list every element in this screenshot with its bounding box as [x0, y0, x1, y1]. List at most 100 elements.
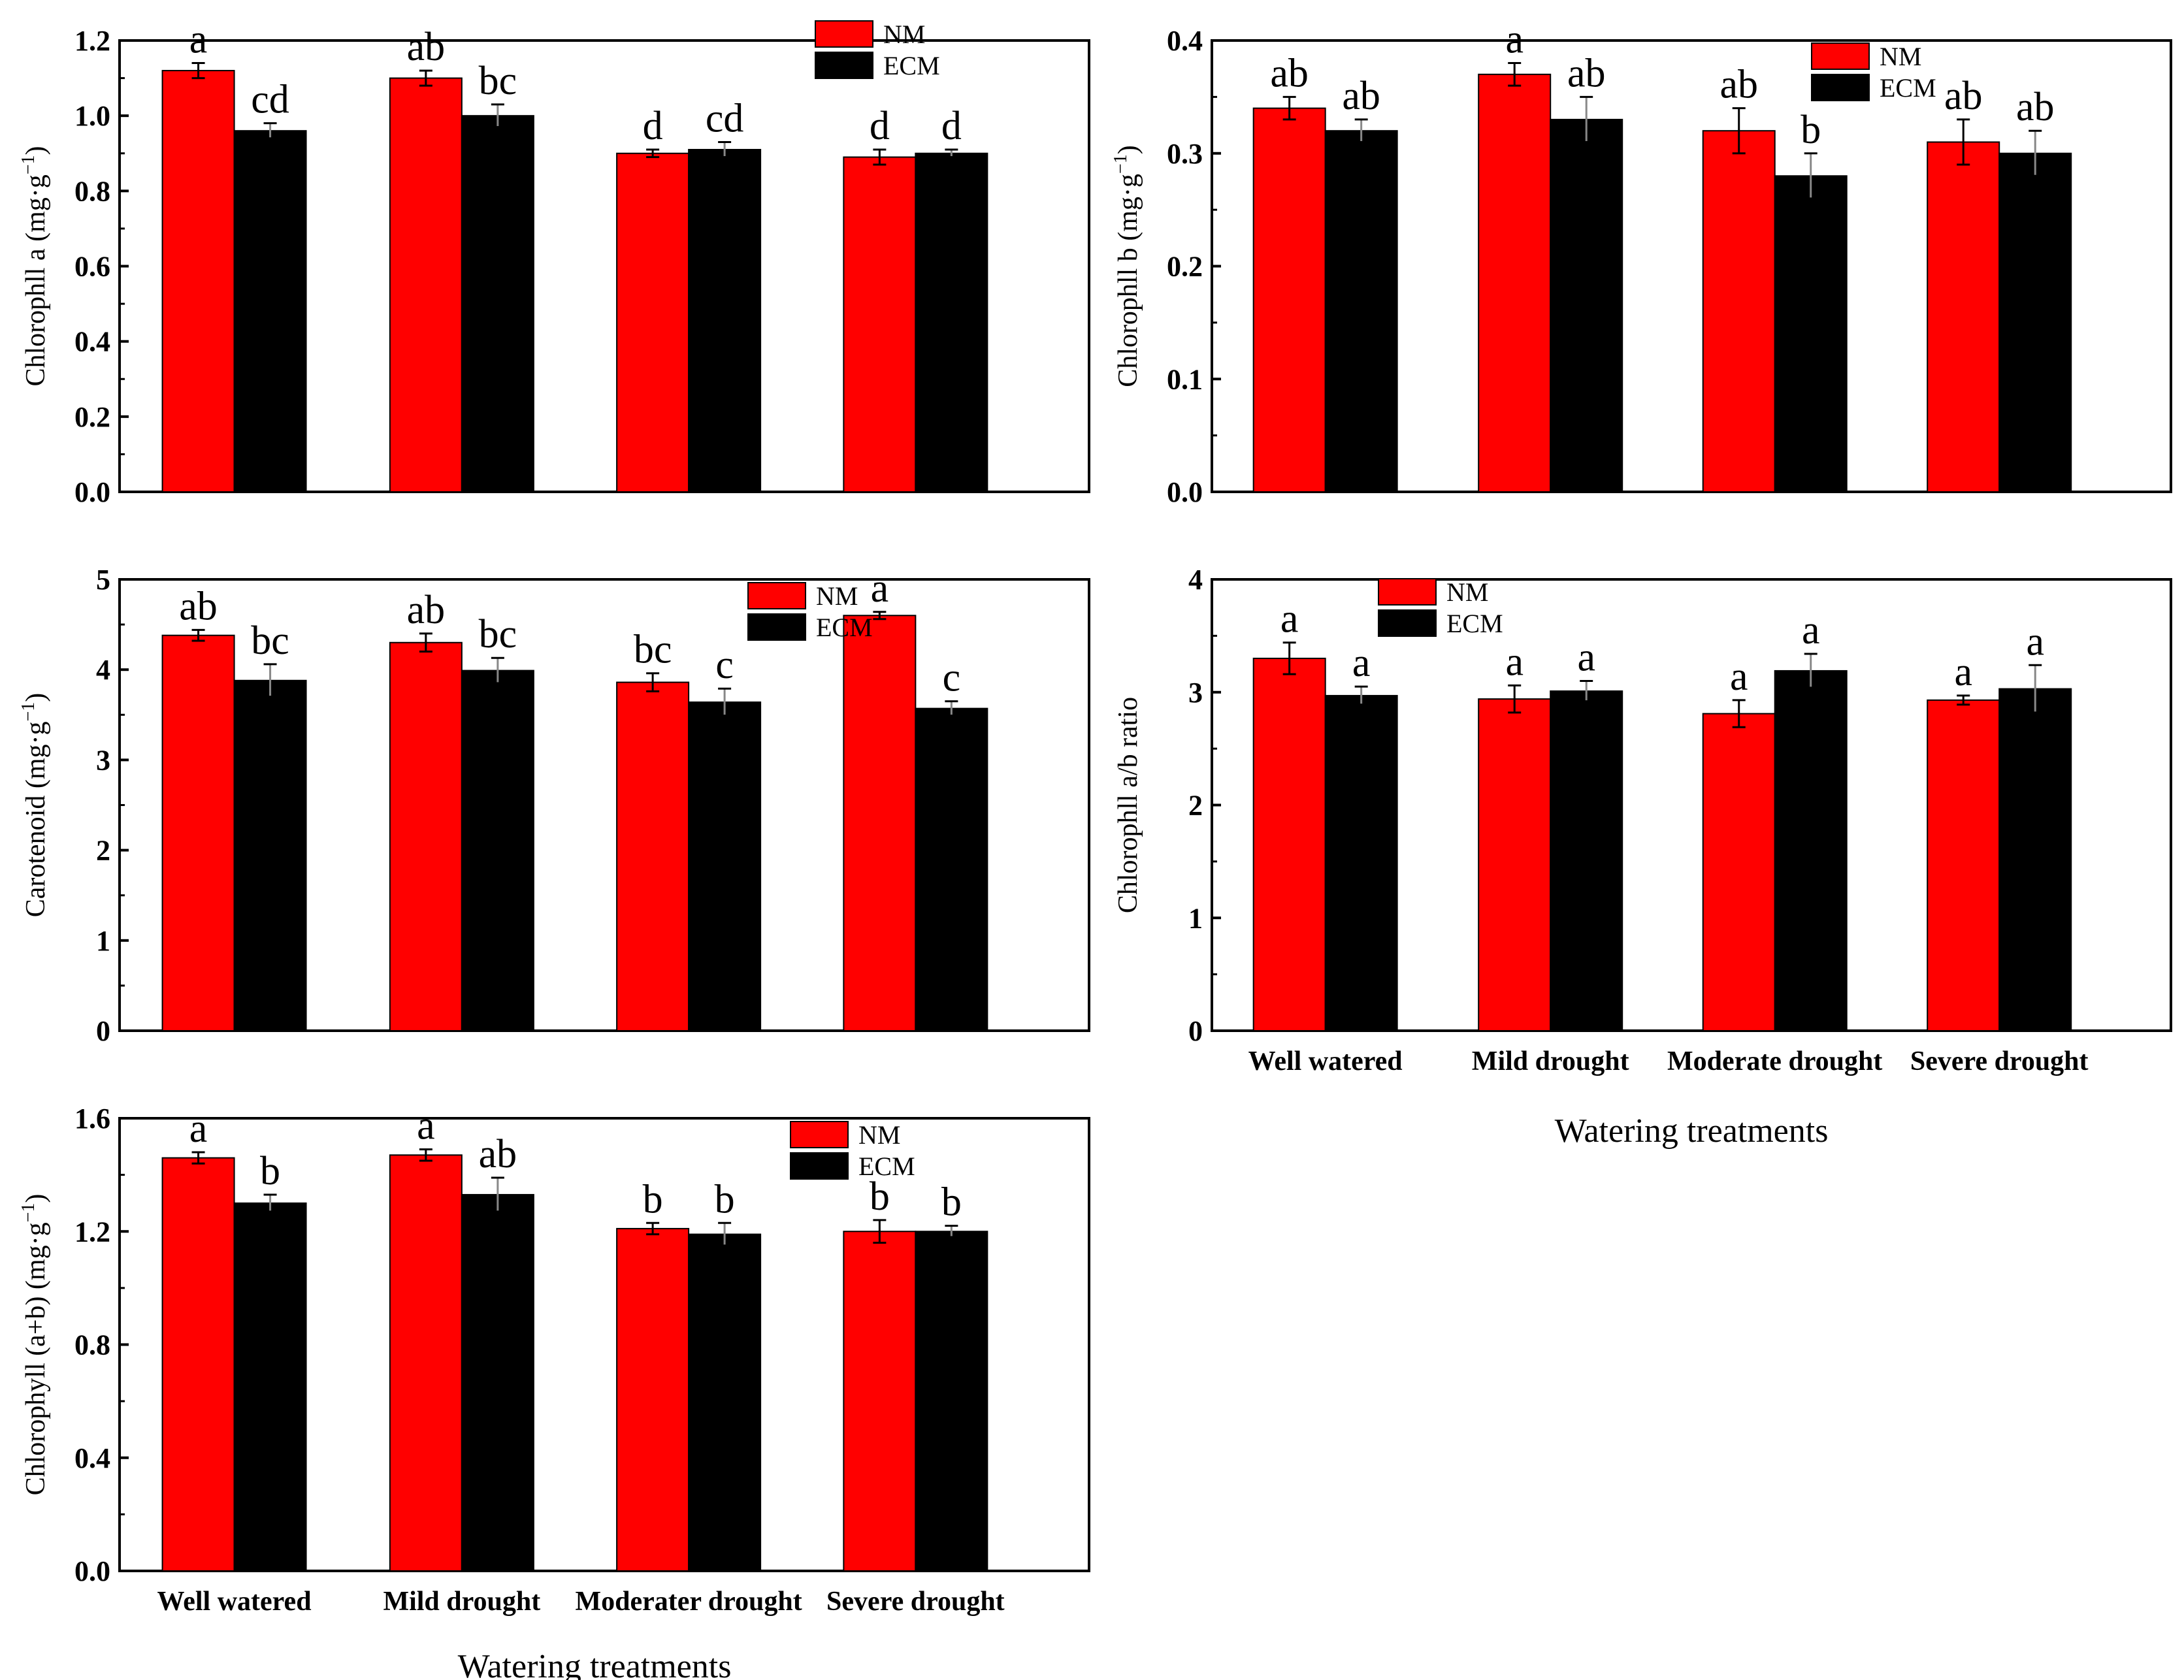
x-category-label: Moderater drought: [575, 1587, 802, 1617]
y-tick-label: 0.1: [1167, 363, 1203, 395]
panel-chlorophyll-a: 0.0 0.2 0.4 0.6 0.8 1.0 1.2 Chlorophll a (mg·g−…: [18, 18, 1090, 508]
error-bar: [1508, 62, 1522, 87]
legend-swatch-nm: [747, 582, 806, 609]
error-bar: [873, 1219, 887, 1244]
significance-letter: bc: [479, 612, 517, 656]
y-tick-label: 0.4: [74, 326, 110, 358]
legend-label-ecm: ECM: [858, 1152, 915, 1181]
y-axis-label-text: Chlorophll a (mg·g: [21, 174, 51, 386]
legend-label-ecm: ECM: [816, 613, 873, 642]
error-bar: [263, 1193, 277, 1213]
y-axis-label-superscript: −1: [18, 1203, 39, 1223]
legend-label-nm: NM: [858, 1120, 900, 1150]
significance-letter: ab: [1719, 63, 1758, 107]
error-bar: [873, 611, 887, 621]
significance-letter: d: [941, 104, 962, 148]
significance-letter: b: [715, 1177, 735, 1221]
y-tick-label: 3: [96, 744, 110, 776]
x-category-label: Severe drought: [826, 1587, 1005, 1617]
error-bar: [1282, 641, 1296, 675]
error-bar: [1804, 653, 1817, 689]
legend-label-ecm: ECM: [1446, 609, 1503, 638]
significance-letter: ab: [479, 1132, 517, 1176]
y-tick-label: 0.4: [1167, 25, 1203, 57]
significance-letter: ab: [1944, 74, 1983, 118]
error-bar: [2029, 129, 2042, 177]
legend-swatch-nm: [815, 20, 873, 48]
bar-nm: [843, 615, 917, 1031]
error-bar: [419, 1148, 432, 1162]
y-axis-label-text: Chlorophll a/b ratio: [1113, 697, 1143, 913]
y-axis-label: Chlorophll a (mg·g−1): [18, 146, 51, 386]
bar-nm: [1702, 713, 1776, 1031]
x-category-label: Mild drought: [1472, 1046, 1629, 1076]
bar-ecm: [1998, 152, 2072, 493]
significance-letter: b: [870, 1174, 890, 1219]
bar-ecm: [233, 1202, 307, 1572]
significance-letter: c: [715, 643, 734, 687]
bar-nm: [616, 1227, 690, 1572]
y-tick-label: 5: [96, 564, 110, 596]
y-axis-label-text: Chlorophll b (mg·g: [1113, 174, 1143, 387]
y-axis-label-superscript: −1: [18, 702, 39, 722]
legend-label-nm: NM: [1446, 577, 1488, 607]
error-bar: [491, 656, 504, 685]
y-tick-label: 2: [1188, 790, 1203, 822]
legend-label-ecm: ECM: [1880, 73, 1936, 103]
significance-letter: ab: [179, 584, 218, 628]
legend-label-nm: NM: [1880, 42, 1921, 71]
significance-letter: ab: [407, 25, 446, 69]
panel-chlorophyll-ab-ratio: 0 1 2 3 4 Chlorophll a/b ratio a a Well watered a…: [1113, 564, 2172, 1150]
y-axis-label-text: Chlorophyll (a+b) (mg·g: [21, 1222, 51, 1495]
y-tick-label: 0: [96, 1015, 110, 1047]
significance-letter: bc: [634, 628, 672, 672]
error-bar: [491, 1176, 504, 1213]
y-tick-label: 3: [1188, 677, 1203, 709]
error-bar: [646, 672, 660, 692]
significance-letter: cd: [706, 96, 744, 140]
legend-swatch-nm: [1811, 42, 1870, 70]
bar-ecm: [1324, 694, 1398, 1031]
legend-label-nm: NM: [816, 581, 858, 611]
error-bar: [491, 103, 504, 128]
bar-nm: [1478, 698, 1552, 1031]
significance-letter: ab: [1342, 74, 1380, 118]
bar-nm: [1702, 130, 1776, 493]
significance-letter: a: [1802, 608, 1820, 653]
significance-letter: d: [643, 104, 663, 148]
significance-letter: b: [643, 1177, 663, 1221]
legend-swatch-ecm: [790, 1152, 849, 1180]
error-bar: [419, 69, 432, 87]
significance-letter: b: [941, 1180, 962, 1225]
bar-nm: [161, 70, 235, 493]
y-axis-label-close: ): [21, 1194, 51, 1203]
y-tick-label: 0.6: [74, 251, 110, 283]
y-tick-label: 1: [1188, 902, 1203, 934]
y-axis-label-close: ): [21, 693, 51, 702]
significance-letter: ab: [1270, 51, 1309, 95]
legend-swatch-ecm: [815, 52, 873, 79]
bar-ecm: [1550, 118, 1623, 493]
bar-ecm: [461, 115, 534, 493]
y-tick-label: 0: [1188, 1015, 1203, 1047]
y-tick-label: 4: [96, 654, 110, 686]
bar-ecm: [233, 679, 307, 1032]
legend-label-nm: NM: [883, 20, 925, 49]
bar-ecm: [915, 152, 988, 493]
y-tick-label: 0.4: [74, 1442, 110, 1474]
error-bar: [1580, 95, 1593, 143]
x-category-label: Well watered: [1248, 1046, 1403, 1076]
error-bar: [1508, 684, 1522, 714]
bar-ecm: [688, 1233, 762, 1572]
error-bar: [2029, 664, 2042, 714]
y-tick-label: 1: [96, 925, 110, 957]
significance-letter: a: [1352, 641, 1371, 685]
error-bar: [718, 1221, 732, 1247]
error-bar: [1732, 699, 1746, 728]
y-tick-label: 4: [1188, 564, 1203, 596]
y-tick-label: 1.2: [74, 25, 110, 57]
significance-letter: b: [260, 1149, 280, 1193]
legend-swatch-ecm: [1811, 74, 1870, 101]
